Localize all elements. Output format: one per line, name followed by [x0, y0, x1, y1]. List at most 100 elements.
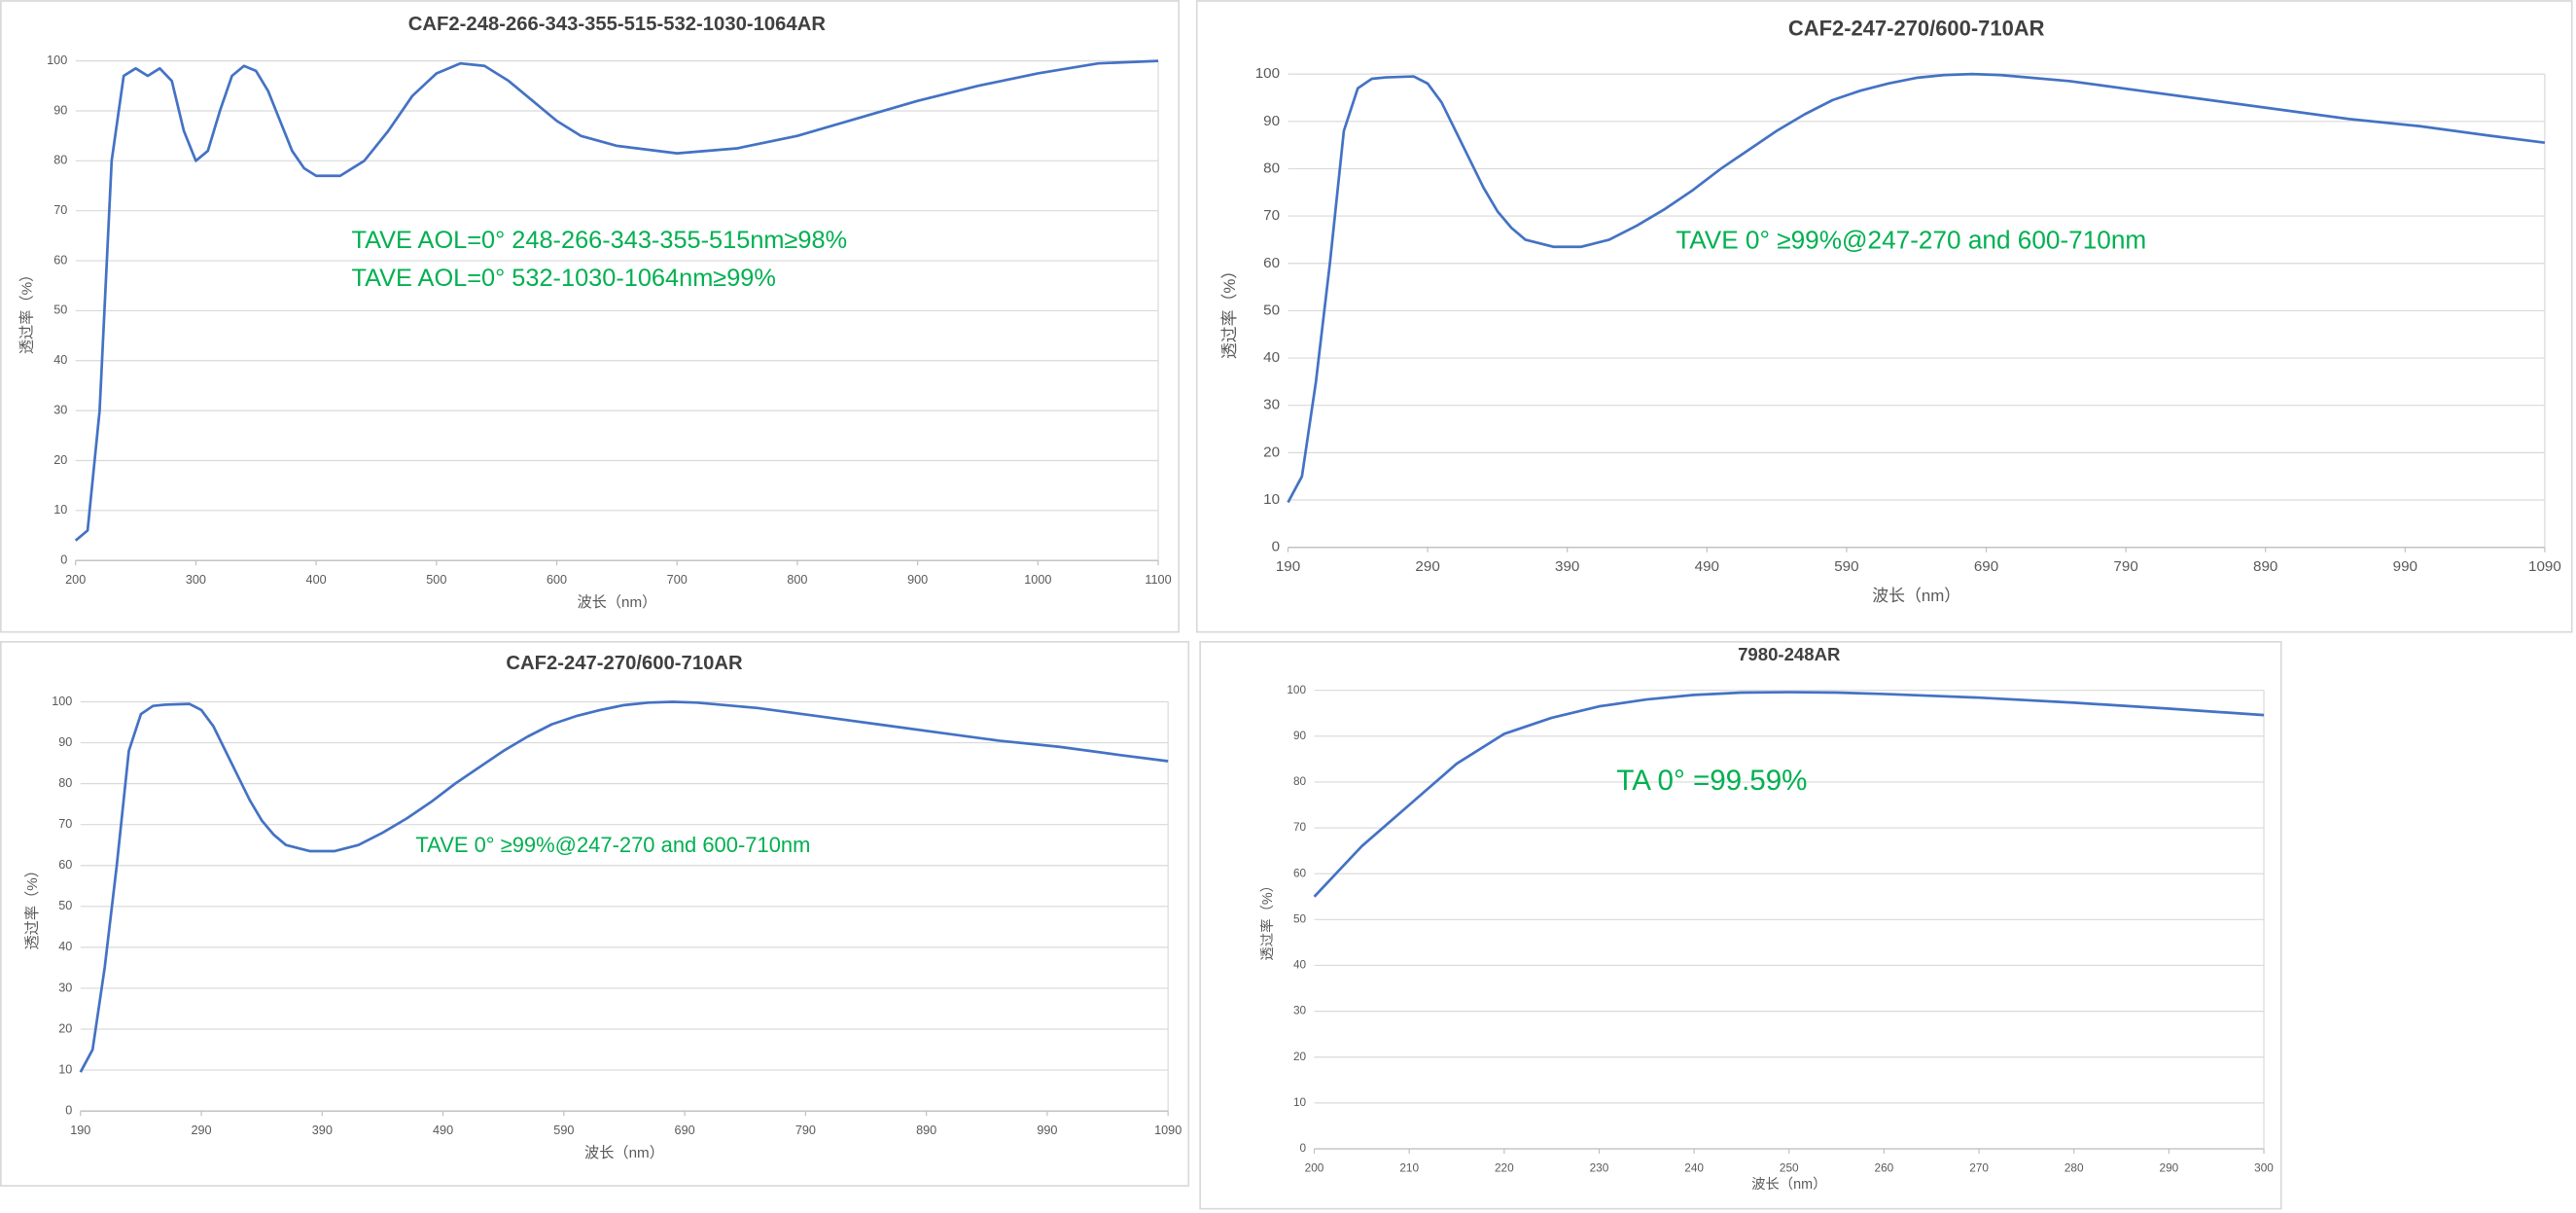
y-tick-label: 40 — [53, 353, 67, 367]
x-tick-label: 250 — [1780, 1160, 1799, 1174]
y-tick-label: 60 — [58, 858, 72, 872]
y-tick-label: 0 — [1272, 539, 1280, 555]
y-tick-label: 0 — [65, 1103, 72, 1117]
data-line — [79, 700, 1169, 1073]
y-tick-label: 40 — [1263, 349, 1280, 366]
x-tick-label: 400 — [306, 573, 327, 587]
x-tick-label: 290 — [1415, 558, 1439, 575]
data-line — [74, 59, 1159, 542]
x-tick-label: 500 — [426, 573, 446, 587]
y-tick-label: 30 — [53, 403, 67, 416]
y-axis-label: 透过率（%） — [24, 863, 41, 949]
chart-frame — [1199, 640, 2282, 1210]
x-tick-label: 290 — [191, 1124, 211, 1137]
x-tick-label: 280 — [2064, 1160, 2084, 1174]
y-tick-label: 90 — [53, 103, 67, 117]
y-tick-label: 10 — [58, 1062, 72, 1076]
x-tick-label: 900 — [907, 573, 928, 587]
x-tick-label: 990 — [2393, 558, 2417, 575]
x-tick-label: 490 — [1695, 558, 1719, 575]
x-tick-label: 700 — [667, 573, 688, 587]
y-tick-label: 70 — [58, 817, 72, 831]
x-tick-label: 1000 — [1024, 573, 1051, 587]
x-tick-label: 890 — [2253, 558, 2277, 575]
x-tick-label: 890 — [916, 1124, 936, 1137]
data-line — [1287, 72, 2546, 504]
y-tick-label: 100 — [1255, 65, 1280, 82]
y-tick-label: 100 — [47, 54, 67, 67]
y-tick-label: 90 — [58, 735, 72, 749]
annotation: TAVE AOL=0° 248-266-343-355-515nm≥98% — [352, 227, 848, 254]
chart-title: 7980-248AR — [1738, 644, 1841, 664]
x-tick-label: 690 — [1974, 558, 1998, 575]
y-tick-label: 80 — [53, 154, 67, 167]
y-tick-label: 30 — [1293, 1004, 1307, 1017]
y-tick-label: 90 — [1293, 729, 1307, 742]
y-tick-label: 70 — [1293, 820, 1307, 834]
y-tick-label: 50 — [58, 899, 72, 912]
y-tick-label: 70 — [1263, 207, 1280, 224]
y-tick-label: 50 — [1263, 302, 1280, 318]
x-axis-label: 波长（nm） — [577, 594, 656, 611]
y-tick-label: 50 — [53, 303, 67, 317]
x-tick-label: 590 — [553, 1124, 574, 1137]
y-tick-label: 70 — [53, 203, 67, 217]
x-tick-label: 390 — [312, 1124, 333, 1137]
x-tick-label: 300 — [186, 573, 206, 587]
chart-frame — [1195, 0, 2573, 633]
x-tick-label: 220 — [1495, 1160, 1514, 1174]
y-tick-label: 20 — [1263, 444, 1280, 460]
y-tick-label: 60 — [1293, 866, 1307, 879]
x-tick-label: 270 — [1969, 1160, 1989, 1174]
x-tick-label: 1090 — [2528, 558, 2561, 575]
y-axis-label: 透过率（%） — [19, 268, 36, 354]
x-tick-label: 210 — [1399, 1160, 1419, 1174]
y-tick-label: 20 — [53, 453, 67, 467]
x-tick-label: 790 — [2113, 558, 2137, 575]
x-tick-label: 590 — [1834, 558, 1858, 575]
x-tick-label: 800 — [787, 573, 807, 587]
y-tick-label: 60 — [1263, 255, 1280, 271]
y-axis-label: 透过率（%） — [1220, 263, 1239, 359]
y-tick-label: 10 — [53, 503, 67, 517]
y-tick-label: 30 — [1263, 397, 1280, 413]
x-axis-label: 波长（nm） — [1872, 587, 1960, 605]
x-tick-label: 260 — [1875, 1160, 1894, 1174]
y-tick-label: 20 — [58, 1021, 72, 1035]
x-axis-label: 波长（nm） — [1751, 1176, 1826, 1193]
x-tick-label: 990 — [1037, 1124, 1057, 1137]
x-tick-label: 790 — [795, 1124, 816, 1137]
y-tick-label: 40 — [1293, 958, 1307, 972]
y-tick-label: 30 — [58, 981, 72, 994]
y-tick-label: 60 — [53, 253, 67, 267]
x-tick-label: 290 — [2160, 1160, 2179, 1174]
annotation: TA 0° =99.59% — [1616, 765, 1807, 797]
x-tick-label: 690 — [675, 1124, 695, 1137]
x-tick-label: 200 — [1305, 1160, 1324, 1174]
x-tick-label: 240 — [1684, 1160, 1704, 1174]
x-tick-label: 230 — [1590, 1160, 1609, 1174]
x-tick-label: 190 — [1276, 558, 1300, 575]
chart-panel: 0 10 20 30 40 50 60 70 80 90 100 200 300 400 500 600 700… — [0, 0, 1180, 633]
y-tick-label: 80 — [1263, 160, 1280, 176]
y-tick-label: 20 — [1293, 1050, 1307, 1063]
y-tick-label: 40 — [58, 940, 72, 953]
x-tick-label: 1100 — [1145, 573, 1171, 587]
annotation: TAVE 0° ≥99%@247-270 and 600-710nm — [415, 833, 810, 857]
y-tick-label: 10 — [1293, 1095, 1307, 1109]
y-axis-label: 透过率（%） — [1259, 878, 1276, 961]
y-tick-label: 100 — [52, 695, 72, 708]
y-tick-label: 100 — [1287, 683, 1306, 696]
annotation: TAVE AOL=0° 532-1030-1064nm≥99% — [352, 265, 776, 292]
y-tick-label: 50 — [1293, 911, 1307, 925]
y-tick-label: 80 — [58, 776, 72, 790]
chart-title: CAF2-247-270/600-710AR — [506, 653, 743, 674]
chart-panel: 0 10 20 30 40 50 60 70 80 90 100 190 290 390 490 590 690… — [0, 640, 1190, 1187]
x-tick-label: 190 — [70, 1124, 90, 1137]
chart-title: CAF2-248-266-343-355-515-532-1030-1064AR — [408, 14, 827, 35]
chart-frame — [0, 0, 1180, 633]
x-tick-label: 490 — [433, 1124, 453, 1137]
chart-title: CAF2-247-270/600-710AR — [1788, 16, 2045, 40]
y-tick-label: 90 — [1263, 113, 1280, 129]
